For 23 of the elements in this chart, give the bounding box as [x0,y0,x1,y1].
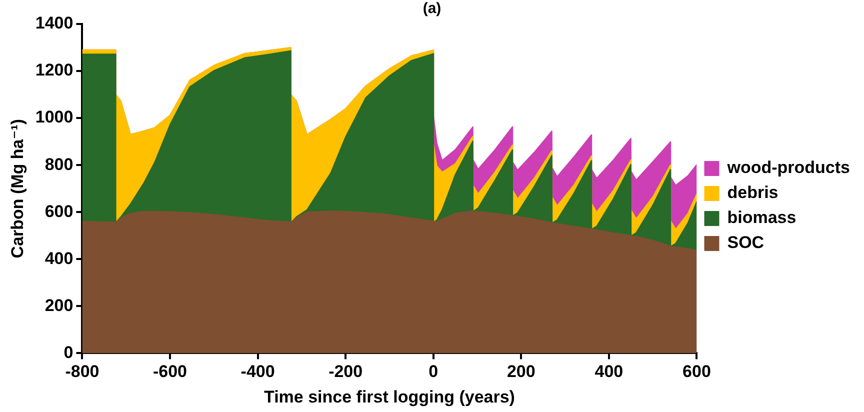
y-tick-label: 1000 [35,108,74,127]
legend-label: debris [727,183,778,202]
y-tick-label: 1400 [35,14,74,33]
y-axis-title: Carbon (Mg ha⁻¹) [8,118,27,258]
x-tick-label: -400 [240,362,275,382]
y-tick-label: 200 [44,296,74,315]
legend-label: biomass [727,208,796,228]
x-tick-label: 600 [682,362,711,382]
x-tick-label: -800 [65,362,100,382]
x-tick-label: -200 [328,362,363,382]
legend-label: SOC [727,233,764,252]
legend-label: wood-products [726,158,850,178]
y-tick-label: 0 [64,342,74,362]
y-tick-label: 800 [44,154,74,174]
y-tick-label: 400 [44,248,74,268]
y-tick-label: 600 [44,202,74,221]
x-axis-title: Time since first logging (years) [264,387,515,406]
x-tick-label: 400 [594,362,624,382]
chart-title: (a) [422,0,442,18]
y-tick-label: 1200 [35,60,74,80]
x-tick-label: -600 [152,362,188,382]
x-tick-label: 0 [428,362,438,382]
x-tick-label: 200 [506,362,536,382]
